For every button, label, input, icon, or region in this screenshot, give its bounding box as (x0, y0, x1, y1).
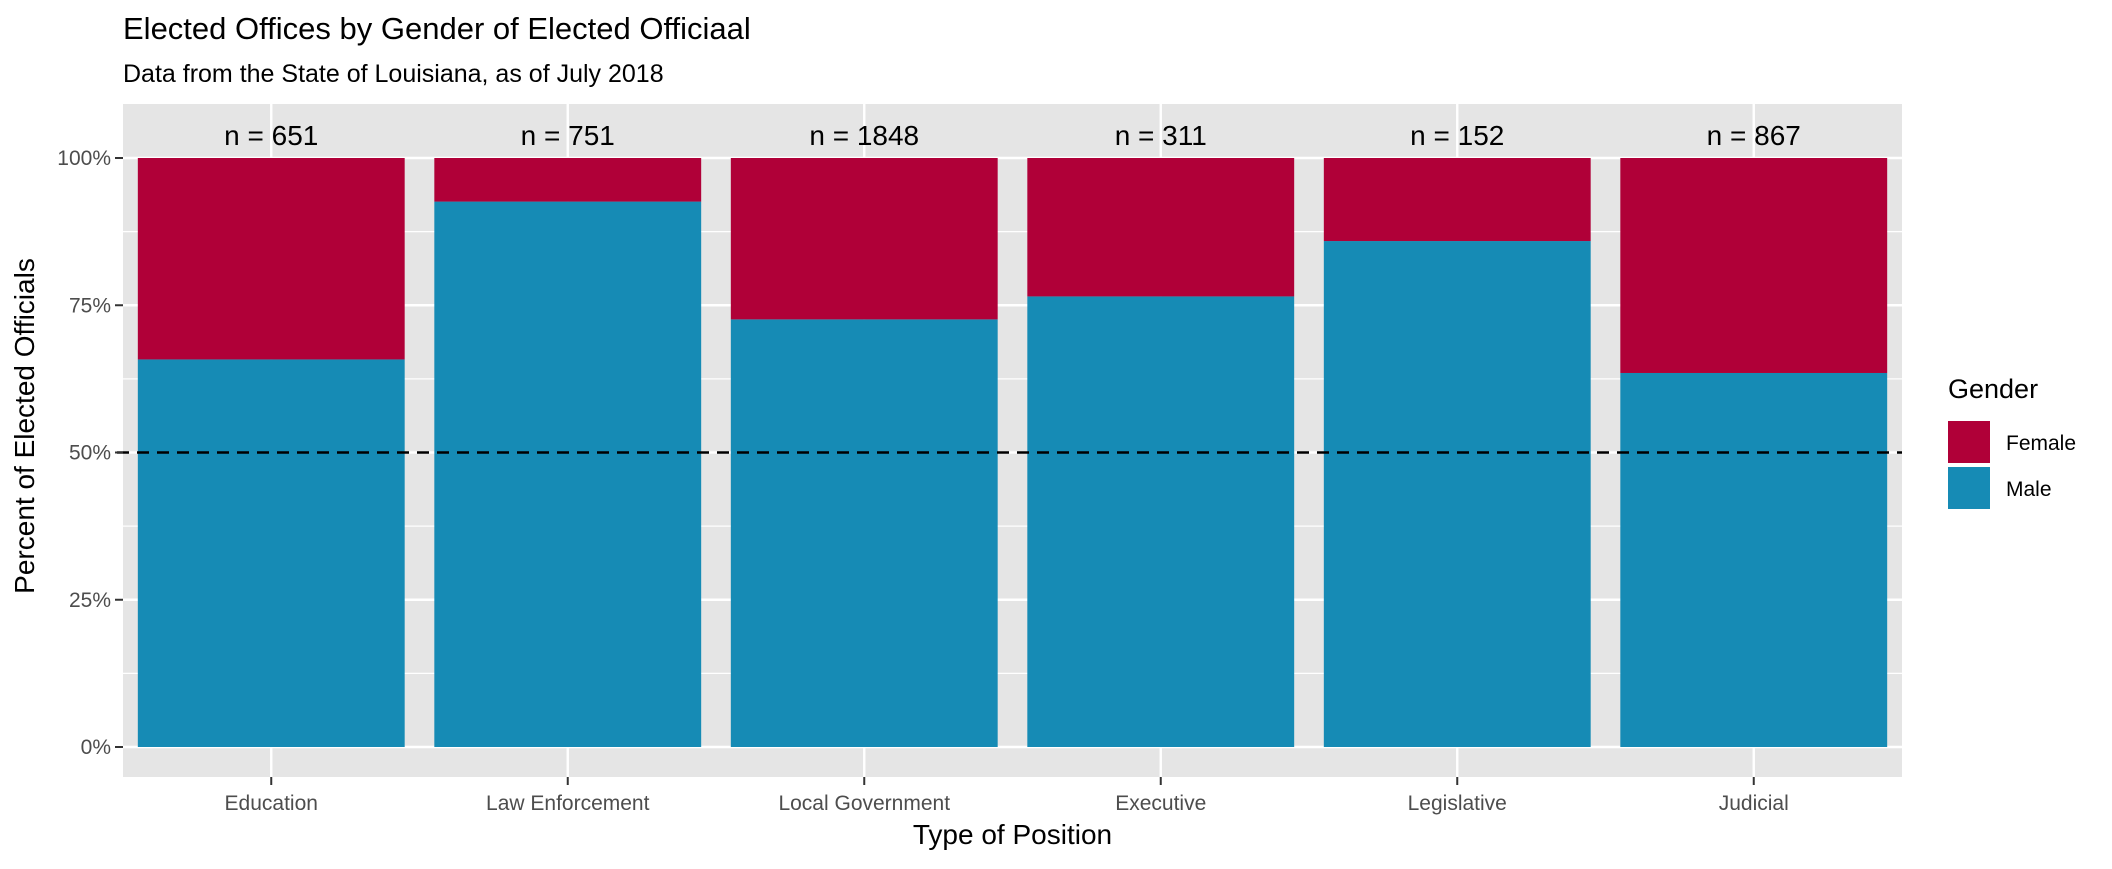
count-label: n = 651 (224, 120, 318, 151)
y-axis: 0% 25% 50% 75% 100% (57, 147, 123, 759)
y-tick-label: 50% (69, 442, 111, 465)
x-tick-label: Law Enforcement (486, 792, 650, 815)
y-axis-label: Percent of Elected Officials (9, 258, 40, 594)
count-label: n = 751 (521, 120, 615, 151)
plot-background (123, 104, 1902, 777)
bar-male-local-government (730, 319, 998, 747)
legend-label-male: Male (2006, 478, 2052, 501)
x-tick-label: Local Government (778, 792, 950, 815)
count-label: n = 311 (1115, 120, 1207, 151)
count-label: n = 867 (1707, 120, 1801, 151)
x-axis-label: Type of Position (913, 819, 1112, 850)
bar-female-local-government (730, 158, 998, 320)
bar-female-law-enforcement (434, 158, 702, 202)
x-tick-label: Education (225, 792, 318, 815)
bar-female-judicial (1620, 158, 1888, 373)
bar-male-judicial (1620, 372, 1888, 747)
x-tick-label: Legislative (1408, 792, 1507, 815)
bar-male-legislative (1323, 241, 1591, 747)
y-tick-label: 100% (57, 147, 111, 170)
bar-female-education (137, 158, 405, 360)
y-tick-label: 25% (69, 589, 111, 612)
legend-key-male (1948, 467, 1990, 509)
bar-male-law-enforcement (434, 201, 702, 747)
x-tick-label: Executive (1115, 792, 1206, 815)
x-axis: Education Law Enforcement Local Government… (225, 777, 1789, 815)
legend-key-female (1948, 421, 1990, 463)
chart-title: Elected Offices by Gender of Elected Off… (123, 11, 751, 46)
legend: Gender Female Male (1948, 374, 2076, 509)
bar-male-education (137, 359, 405, 747)
bar-female-legislative (1323, 158, 1591, 242)
legend-label-female: Female (2006, 432, 2076, 455)
bar-male-executive (1027, 296, 1295, 747)
y-tick-label: 0% (81, 736, 111, 759)
x-tick-label: Judicial (1719, 792, 1789, 815)
count-label: n = 1848 (809, 120, 919, 151)
chart-subtitle: Data from the State of Louisiana, as of … (123, 60, 664, 88)
bar-female-executive (1027, 158, 1295, 297)
legend-title: Gender (1948, 374, 2038, 404)
plot-panel: n = 651 n = 751 n = 1848 n = 311 n = 152 n = … (117, 104, 1902, 777)
y-tick-label: 75% (69, 294, 111, 317)
count-label: n = 152 (1410, 120, 1504, 151)
